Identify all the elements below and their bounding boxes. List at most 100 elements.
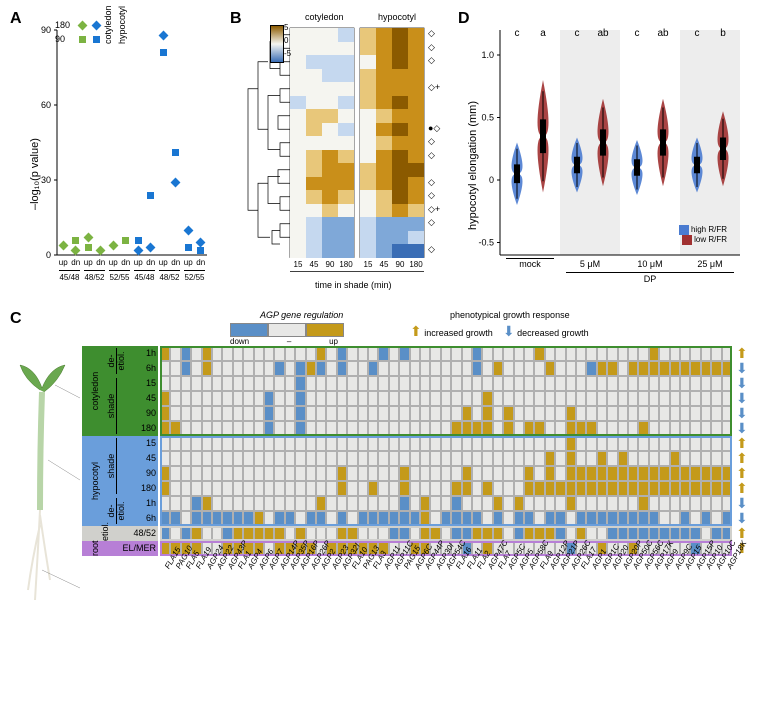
grid-cell	[493, 511, 503, 526]
grid-cell	[441, 376, 451, 391]
grid-cell	[430, 511, 440, 526]
grid-cell	[607, 376, 617, 391]
grid-cell	[202, 526, 212, 541]
heatmap-cell	[392, 28, 408, 42]
heatmap-cell	[338, 244, 354, 258]
grid-cell	[430, 451, 440, 466]
grid-cell	[638, 346, 648, 361]
heatmap-cell	[392, 82, 408, 96]
b-xtick: 180	[408, 260, 424, 269]
grid-cell	[358, 511, 368, 526]
grid-cell	[358, 346, 368, 361]
grid-cell	[337, 421, 347, 436]
grid-cell	[399, 421, 409, 436]
grid-cell	[222, 361, 232, 376]
grid-cell	[482, 346, 492, 361]
grid-cell	[472, 361, 482, 376]
grid-cell	[243, 391, 253, 406]
heatmap-cell	[322, 96, 338, 110]
heatmap-cell	[360, 136, 376, 150]
grid-cell	[378, 376, 388, 391]
grid-cell	[482, 496, 492, 511]
grid-cell	[441, 496, 451, 511]
heatmap-cell	[338, 42, 354, 56]
heatmap-cell	[290, 69, 306, 83]
grid-cell	[160, 361, 170, 376]
grid-cell	[524, 466, 534, 481]
heatmap-cell	[408, 244, 424, 258]
grid-cell	[306, 466, 316, 481]
grid-cell	[389, 421, 399, 436]
grid-cell	[316, 496, 326, 511]
grid-cell	[482, 406, 492, 421]
grid-cell	[233, 466, 243, 481]
heatmap-cell	[408, 109, 424, 123]
grid-cell	[254, 436, 264, 451]
grid-cell	[566, 496, 576, 511]
row-label: 90	[118, 408, 156, 418]
c-leg-up: up	[329, 337, 338, 346]
grid-cell	[254, 451, 264, 466]
grid-cell	[545, 496, 555, 511]
grid-cell	[170, 361, 180, 376]
grid-cell	[722, 391, 732, 406]
grid-cell	[410, 496, 420, 511]
heatmap-cell	[408, 217, 424, 231]
grid-cell	[555, 451, 565, 466]
grid-cell	[462, 496, 472, 511]
grid-cell	[441, 526, 451, 541]
grid-cell	[316, 421, 326, 436]
grid-cell	[628, 466, 638, 481]
grid-cell	[264, 466, 274, 481]
grid-cell	[222, 526, 232, 541]
grid-cell	[358, 406, 368, 421]
sig-letter: ab	[657, 28, 669, 39]
heatmap-cell	[392, 55, 408, 69]
heatmap-cell	[408, 123, 424, 137]
grid-cell	[555, 361, 565, 376]
grid-cell	[462, 436, 472, 451]
growth-arrow: ⬇	[736, 406, 748, 420]
grid-cell	[472, 376, 482, 391]
grid-cell	[451, 451, 461, 466]
grid-cell	[160, 391, 170, 406]
grid-cell	[347, 421, 357, 436]
grid-cell	[690, 436, 700, 451]
grid-cell	[649, 466, 659, 481]
grid-cell	[358, 436, 368, 451]
grid-cell	[482, 436, 492, 451]
heatmap-cell	[360, 231, 376, 245]
grid-cell	[472, 421, 482, 436]
grid-cell	[160, 376, 170, 391]
grid-cell	[711, 391, 721, 406]
grid-cell	[233, 481, 243, 496]
grid-cell	[316, 466, 326, 481]
grid-cell	[659, 406, 669, 421]
heatmap-cell	[376, 163, 392, 177]
grid-cell	[430, 346, 440, 361]
heatmap-cell	[322, 42, 338, 56]
colorbar	[270, 25, 284, 63]
heatmap-cell	[408, 42, 424, 56]
grid-cell	[181, 391, 191, 406]
grid-cell	[160, 526, 170, 541]
grid-cell	[430, 466, 440, 481]
grid-cell	[254, 361, 264, 376]
grid-cell	[638, 361, 648, 376]
grid-cell	[378, 361, 388, 376]
grid-cell	[222, 406, 232, 421]
grid-cell	[264, 481, 274, 496]
grid-cell	[254, 391, 264, 406]
grid-cell	[670, 346, 680, 361]
grid-cell	[649, 481, 659, 496]
heatmap-cell	[322, 123, 338, 137]
svg-text:-0.5: -0.5	[478, 238, 494, 248]
heatmap-cell	[306, 96, 322, 110]
svg-text:30: 30	[41, 175, 51, 185]
grid-cell	[441, 391, 451, 406]
grid-cell	[701, 421, 711, 436]
c-legbox-dash	[268, 323, 306, 337]
grid-cell	[566, 421, 576, 436]
heatmap-cell	[290, 28, 306, 42]
grid-cell	[576, 511, 586, 526]
